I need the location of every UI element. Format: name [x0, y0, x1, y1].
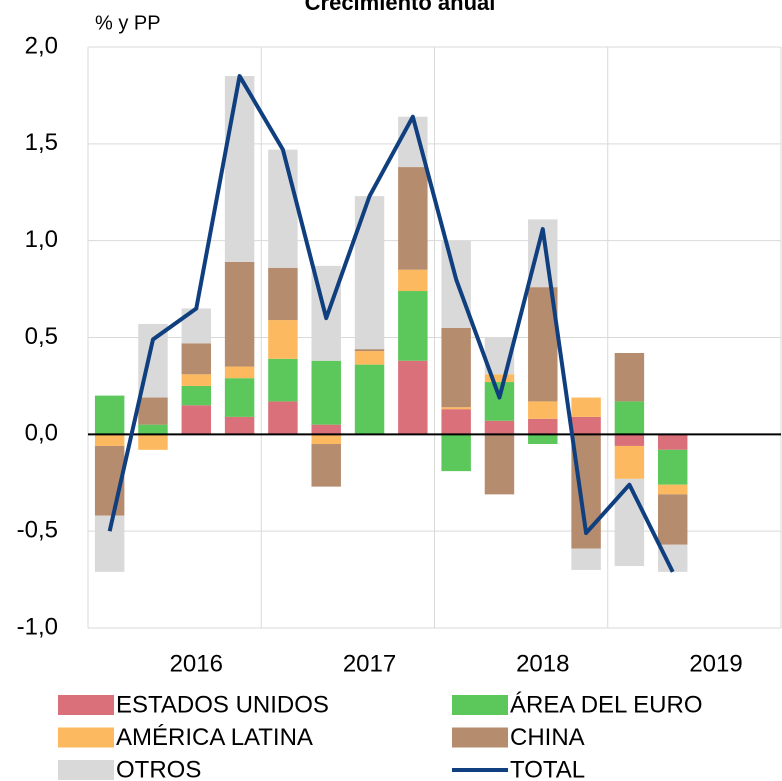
bar-segment [528, 418, 558, 435]
bar-segment [528, 401, 558, 419]
y-tick-label: -0,5 [17, 517, 58, 544]
bar-segment [94, 434, 125, 446]
bar-segment [484, 374, 515, 383]
legend-label: OTROS [116, 756, 201, 781]
bar-segment [138, 424, 168, 435]
bar-segment [224, 416, 255, 435]
legend-label: ÁREA DEL EURO [510, 691, 703, 718]
y-tick-label: 1,5 [25, 129, 58, 156]
legend-label: ESTADOS UNIDOS [116, 691, 329, 718]
bar-segment [268, 149, 298, 268]
bar-segment [224, 76, 255, 262]
bar-segment [138, 434, 168, 450]
bar-segment [398, 291, 428, 361]
legend-swatch [452, 727, 508, 748]
y-tick-label: 1,0 [25, 226, 58, 253]
legend-swatch [58, 760, 114, 780]
bar-segment [398, 269, 428, 292]
bar-segment [484, 382, 515, 421]
bar-segment [614, 352, 645, 402]
bar-segment [398, 167, 428, 270]
x-tick-label: 2018 [516, 650, 569, 677]
bar-segment [614, 434, 645, 446]
legend-swatch [58, 695, 114, 715]
bar-segment [94, 395, 125, 435]
bar-segment [657, 449, 688, 485]
bar-segment [657, 434, 688, 450]
y-axis-label: % y PP [95, 12, 161, 34]
x-tick-label: 2019 [689, 650, 742, 677]
bar-segment [224, 378, 255, 417]
y-tick-label: 2,0 [25, 32, 58, 59]
x-tick-label: 2016 [170, 650, 223, 677]
y-tick-label: 0,5 [25, 323, 58, 350]
bar-segment [181, 343, 212, 375]
bar-segment [311, 444, 341, 487]
bar-segment [614, 478, 645, 567]
bar-segment [181, 374, 212, 386]
bar-segment [224, 366, 255, 379]
bar-segment [354, 349, 385, 352]
bar-segment [484, 420, 515, 435]
y-tick-label: 0,0 [25, 420, 58, 447]
bar-segment [571, 416, 601, 435]
chart-title: Crecimiento anual [305, 0, 496, 15]
legend-label: TOTAL [510, 756, 585, 781]
total-line [107, 74, 675, 573]
bar-segment [311, 434, 341, 445]
bar-segment [614, 401, 645, 435]
bar-segment [268, 358, 298, 402]
bar-segment [484, 434, 515, 495]
bar-segment [441, 434, 471, 472]
bar-segment [311, 360, 341, 425]
bar-segment [657, 484, 688, 495]
bar-segment [441, 409, 471, 435]
legend-swatch [452, 695, 508, 715]
bar-segment [354, 196, 385, 350]
bar-segment [441, 327, 471, 408]
bar-segment [181, 405, 212, 435]
bar-segment [441, 407, 471, 410]
bar-segment [181, 385, 212, 406]
bar-segment [224, 261, 255, 367]
bar-segment [138, 397, 168, 425]
y-tick-label: -1,0 [17, 613, 58, 640]
bar-segment [528, 434, 558, 445]
legend-label: CHINA [510, 724, 585, 751]
bar-segment [311, 424, 341, 435]
bar-segment [571, 548, 601, 570]
x-tick-label: 2017 [343, 650, 396, 677]
bar-segment [657, 494, 688, 545]
bar-segment [354, 364, 385, 435]
bar-segment [268, 267, 298, 321]
bar-segment [268, 401, 298, 435]
bar-segment [614, 445, 645, 479]
legend-swatch [58, 727, 114, 748]
bar-segment [354, 351, 385, 365]
bar-segment [398, 360, 428, 435]
bar-segment [571, 397, 601, 417]
legend-label: AMÉRICA LATINA [116, 724, 313, 751]
bar-segment [268, 320, 298, 359]
